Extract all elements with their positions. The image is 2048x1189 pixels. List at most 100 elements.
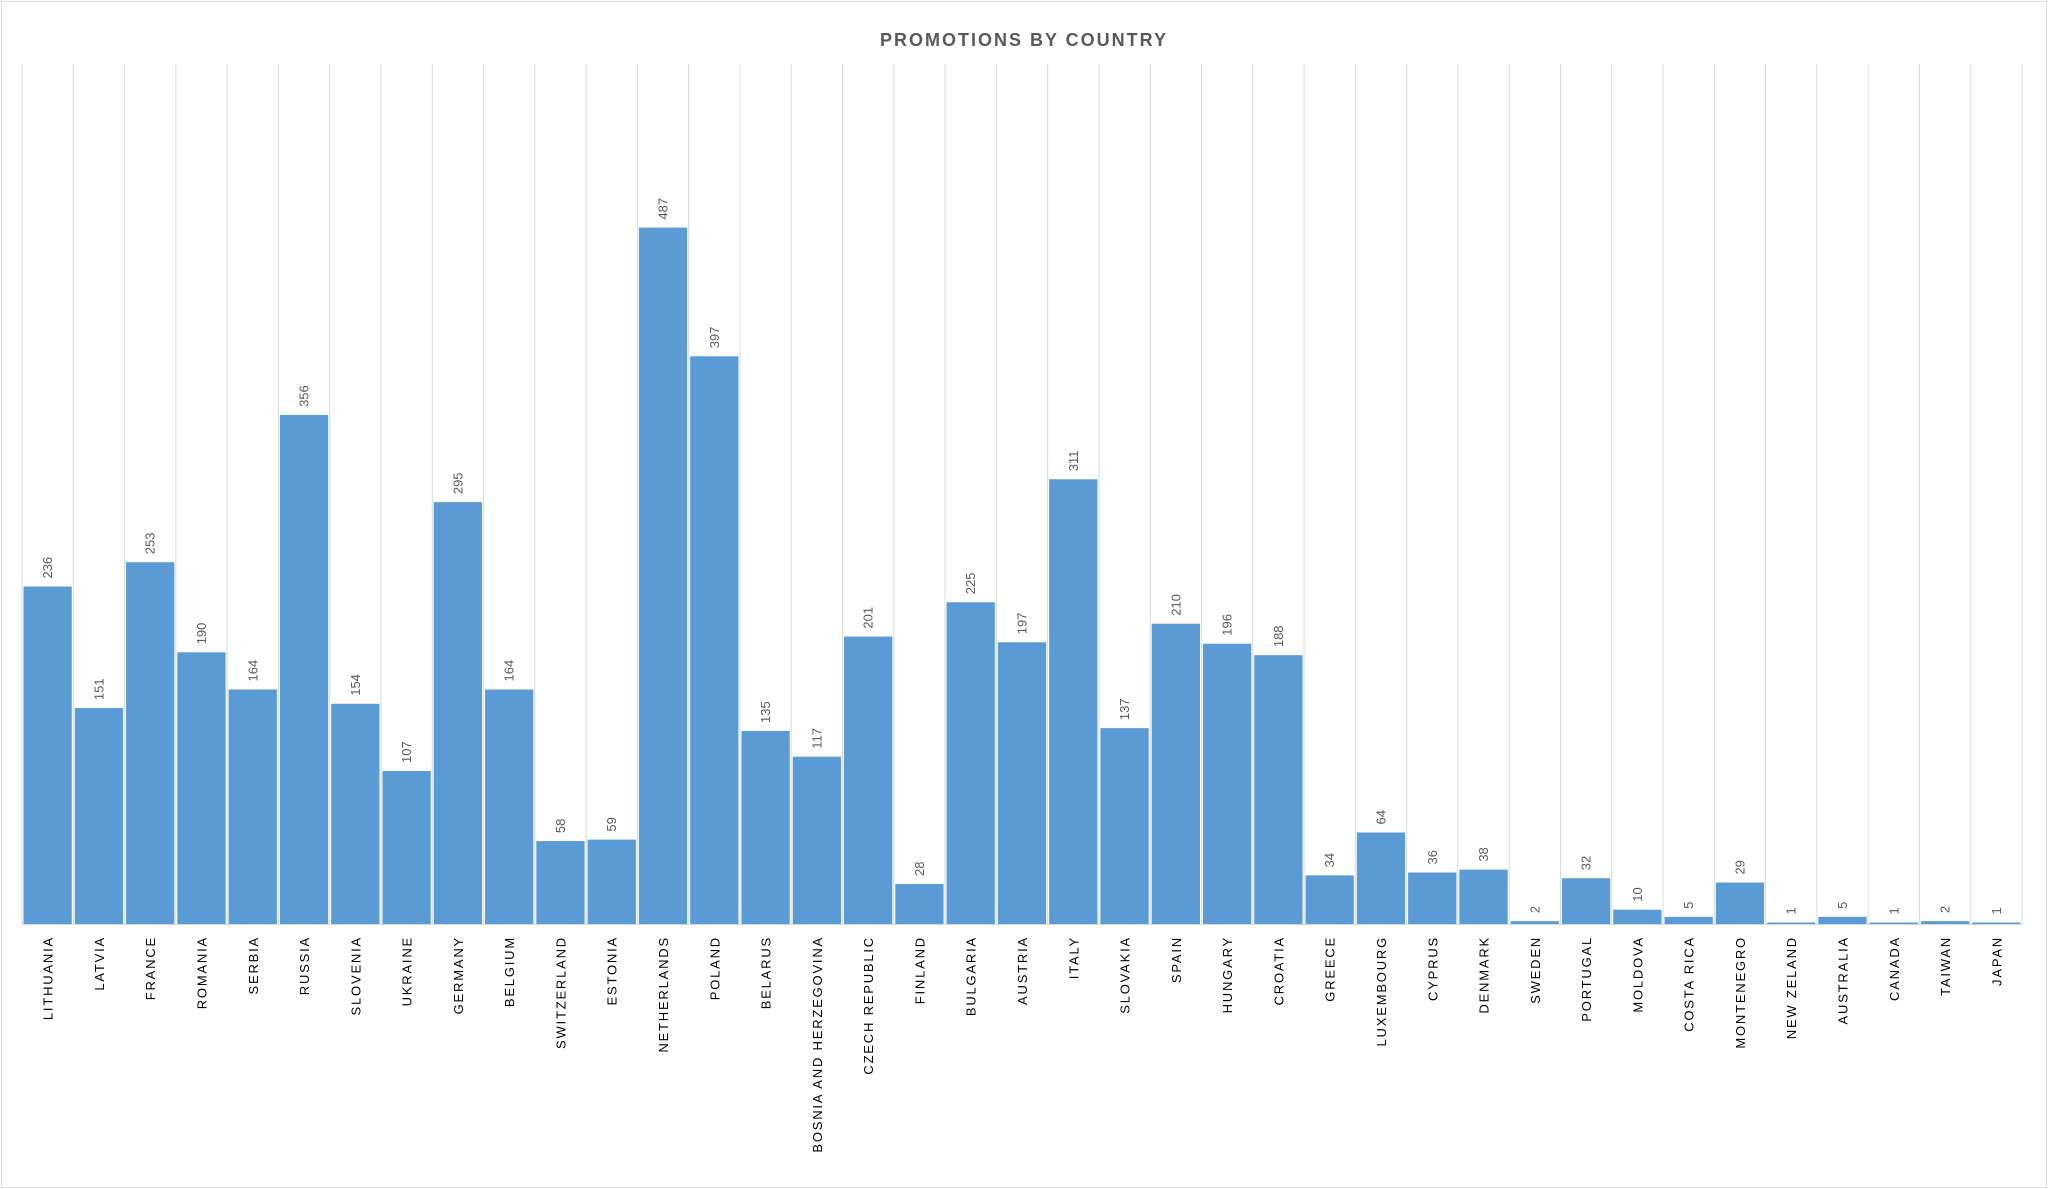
data-label: 38 — [1476, 847, 1491, 861]
data-label: 196 — [1220, 614, 1235, 636]
category-label: GREECE — [1323, 936, 1338, 1002]
category-label: SLOVENIA — [348, 936, 363, 1015]
category-label: TAIWAN — [1938, 936, 1953, 996]
category-label: UKRAINE — [400, 936, 415, 1006]
category-label: BOSNIA AND HERZEGOVINA — [810, 936, 825, 1153]
category-label: POLAND — [707, 936, 722, 1000]
data-label: 225 — [963, 573, 978, 595]
data-label: 154 — [348, 674, 363, 696]
data-label: 201 — [861, 607, 876, 629]
data-label: 137 — [1117, 698, 1132, 720]
category-label: LUXEMBOURG — [1374, 936, 1389, 1046]
bar — [1972, 922, 2021, 924]
bar — [1664, 916, 1713, 924]
data-label: 64 — [1373, 810, 1388, 824]
category-label: NEW ZELAND — [1784, 936, 1799, 1039]
category-label: HUNGARY — [1220, 936, 1235, 1013]
data-label: 29 — [1732, 860, 1747, 874]
data-label: 2 — [1938, 906, 1953, 913]
data-label: 36 — [1425, 850, 1440, 864]
bar — [1151, 623, 1200, 924]
bar — [1356, 832, 1406, 924]
category-label: AUSTRIA — [1015, 936, 1030, 1005]
category-label: LATVIA — [92, 936, 107, 991]
chart-title: PROMOTIONS BY COUNTRY — [879, 30, 1168, 50]
category-label: BELGIUM — [502, 936, 517, 1007]
data-label: 1 — [1989, 907, 2004, 914]
bar — [126, 562, 175, 924]
gridlines — [21, 64, 2023, 925]
category-label: SWITZERLAND — [553, 936, 568, 1049]
data-label: 10 — [1630, 887, 1645, 901]
bar — [1869, 922, 1918, 924]
bar — [1613, 909, 1662, 924]
bar — [997, 642, 1047, 924]
category-label: FRANCE — [143, 936, 158, 1000]
category-label: AUSTRALIA — [1836, 936, 1851, 1024]
bar — [23, 586, 72, 924]
data-label: 28 — [912, 861, 927, 875]
bar — [536, 841, 585, 924]
bar — [1459, 869, 1508, 924]
data-label: 253 — [143, 533, 158, 555]
category-label: CANADA — [1887, 936, 1902, 1001]
data-label: 135 — [758, 701, 773, 723]
data-label: 5 — [1835, 902, 1850, 909]
category-label: ROMANIA — [194, 936, 209, 1009]
bar — [638, 227, 688, 925]
bar — [485, 689, 534, 924]
data-label: 356 — [297, 385, 312, 407]
data-label: 59 — [604, 817, 619, 831]
bars — [23, 227, 2021, 925]
bar — [1305, 875, 1354, 924]
category-label: MOLDOVA — [1630, 936, 1645, 1013]
data-label: 311 — [1066, 451, 1081, 472]
category-label: CZECH REPUBLIC — [861, 936, 876, 1075]
category-label: COSTA RICA — [1682, 936, 1697, 1032]
bar — [1715, 882, 1765, 924]
category-label: BULGARIA — [964, 936, 979, 1016]
data-label: 190 — [194, 623, 209, 645]
data-label: 117 — [809, 728, 824, 749]
category-label: ESTONIA — [605, 936, 620, 1005]
bar — [1049, 479, 1098, 924]
category-label: MONTENEGRO — [1733, 936, 1748, 1049]
category-label: JAPAN — [1989, 936, 2004, 986]
category-label: CYPRUS — [1425, 936, 1440, 1001]
category-label: ITALY — [1066, 936, 1081, 979]
data-label: 32 — [1579, 856, 1594, 870]
data-label: 1 — [1784, 907, 1799, 914]
bar — [382, 770, 431, 924]
data-label: 107 — [399, 741, 414, 763]
data-label: 164 — [502, 660, 517, 682]
data-label: 2 — [1527, 906, 1542, 913]
bar — [946, 602, 995, 924]
data-label: 487 — [656, 198, 671, 220]
data-label: 210 — [1168, 594, 1183, 616]
category-label: SLOVAKIA — [1118, 936, 1133, 1014]
bar — [895, 883, 944, 924]
data-label: 295 — [450, 472, 465, 494]
category-label: SWEDEN — [1528, 936, 1543, 1004]
data-label: 5 — [1681, 902, 1696, 909]
category-labels: LITHUANIA LATVIA FRANCE ROMANIA SERBIA RUSSIA… — [41, 936, 2005, 1153]
category-label: BELARUS — [759, 936, 774, 1009]
category-label: SERBIA — [246, 936, 261, 994]
bar — [1920, 921, 1970, 924]
data-label: 1 — [1886, 907, 1901, 914]
bar — [177, 652, 226, 924]
bar — [1408, 872, 1457, 924]
bar — [741, 730, 790, 924]
bar — [433, 502, 483, 924]
category-label: LITHUANIA — [41, 936, 56, 1020]
bar — [844, 636, 893, 924]
bar — [1254, 655, 1303, 924]
bar — [331, 703, 380, 924]
data-label: 151 — [91, 678, 106, 700]
category-label: SPAIN — [1169, 936, 1184, 983]
bar — [1767, 922, 1816, 924]
bar — [690, 356, 739, 924]
bar — [1202, 643, 1252, 924]
